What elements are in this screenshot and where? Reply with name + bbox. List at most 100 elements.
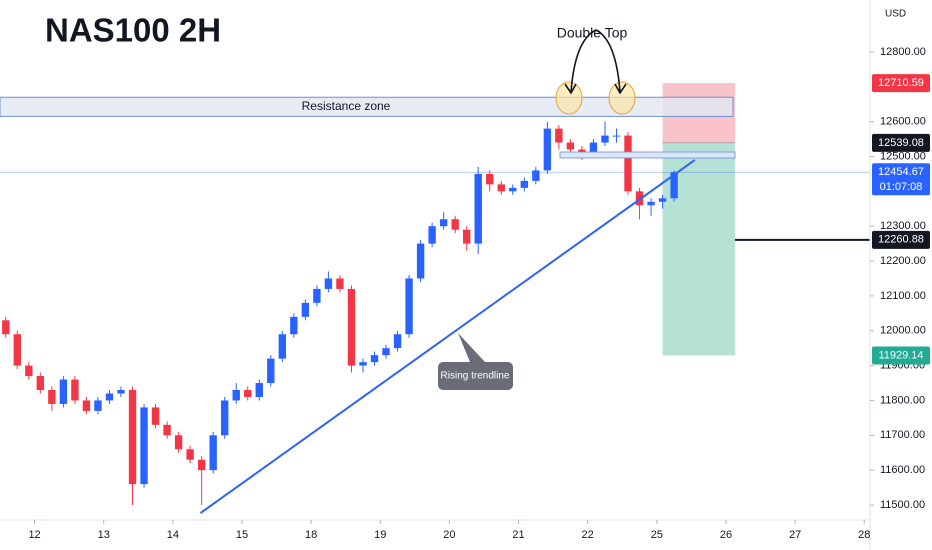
x-tick-label: 22 (582, 529, 594, 541)
candle-body (197, 459, 206, 471)
stop-price-label-box (872, 74, 930, 93)
candle-body (589, 142, 598, 154)
x-tick-label: 15 (236, 529, 248, 541)
y-tick-label: 11800.00 (880, 394, 925, 406)
x-tick-label: 20 (443, 529, 455, 541)
target-price-label: 11929.14 (878, 349, 923, 361)
candle-body (313, 288, 321, 303)
trendline-label: Rising trendline (441, 371, 510, 382)
candle-body (428, 226, 436, 244)
x-tick-label: 18 (305, 529, 317, 541)
candle-body (370, 355, 379, 363)
candle-body (497, 184, 505, 192)
candle-body (520, 180, 528, 188)
candle-body (278, 334, 287, 359)
x-tick-label: 28 (858, 529, 870, 541)
candle-body (416, 243, 425, 279)
y-tick-label: 11500.00 (880, 499, 925, 511)
candle-body (255, 383, 263, 397)
candle-body (324, 278, 333, 289)
top-circle (608, 81, 636, 115)
trendline (199, 159, 696, 514)
minor-zone (559, 151, 736, 159)
trendline-callout (438, 333, 513, 390)
candle-body (117, 390, 125, 394)
candle-body (474, 173, 482, 244)
candle-body (267, 358, 275, 384)
candle-body (105, 393, 114, 401)
candle-body (670, 172, 678, 199)
candle-body (566, 142, 575, 150)
candle-body (13, 334, 21, 366)
y-tick-label: 12800.00 (880, 46, 926, 58)
candle-body (601, 135, 609, 143)
double-top-arrow (570, 29, 621, 93)
candle-body (439, 219, 448, 227)
last-price-label-extra: 01:07:08 (880, 181, 923, 193)
candle-body (36, 376, 45, 390)
candle-body (128, 390, 137, 485)
candle-body (2, 320, 10, 335)
candle-body (555, 128, 563, 143)
candle-body (209, 435, 217, 471)
last-price-label-box (872, 163, 930, 196)
chart-title: NAS100 2H (45, 12, 221, 49)
resistance-zone-label: Resistance zone (302, 99, 391, 113)
candle-body (578, 149, 586, 154)
candle-body (336, 278, 344, 289)
level-price-label-box (872, 230, 930, 249)
y-tick-label: 12100.00 (880, 290, 926, 302)
candle-body (290, 316, 298, 335)
candle-body (509, 187, 517, 192)
y-tick-label: 11600.00 (880, 464, 925, 476)
candle-body (221, 400, 229, 436)
candle-body (532, 170, 540, 181)
candle-body (624, 135, 632, 192)
candle-body (301, 302, 310, 317)
y-tick-label: 12200.00 (880, 255, 926, 267)
x-tick-label: 21 (512, 529, 524, 541)
target-price-label-box (872, 346, 930, 365)
candle-body (405, 278, 413, 335)
x-tick-label: 27 (789, 529, 801, 541)
y-tick-label: 12300.00 (880, 220, 926, 232)
candle-body (59, 379, 68, 404)
candle-body (71, 379, 79, 401)
candle-body (82, 400, 91, 411)
candle-body (463, 229, 471, 244)
x-tick-label: 14 (167, 529, 179, 541)
candle-body (232, 390, 240, 401)
candle-body (393, 334, 402, 349)
candle-body (94, 400, 102, 411)
candle-body (658, 198, 667, 202)
candle-body (347, 288, 356, 366)
candle-body (163, 424, 171, 436)
entry-price-label-box (872, 133, 930, 152)
candle-body (25, 365, 33, 377)
entry-price-label: 12539.08 (878, 137, 924, 149)
stop-price-label: 12710.59 (878, 77, 924, 89)
y-tick-label: 12500.00 (880, 150, 926, 162)
candle-body (359, 362, 367, 366)
y-tick-label: 12000.00 (880, 325, 926, 337)
candle-body (543, 128, 552, 171)
candle-body (186, 449, 194, 460)
currency: USD (885, 9, 906, 20)
resistance-zone (0, 96, 734, 117)
y-tick-label: 12600.00 (880, 116, 926, 128)
x-tick-label: 12 (28, 529, 40, 541)
candle-body (486, 173, 494, 185)
x-tick-label: 26 (720, 529, 732, 541)
top-circle (555, 81, 583, 115)
candle-body (151, 407, 160, 425)
candle-body (451, 219, 459, 230)
candle-body (382, 348, 390, 356)
x-tick-label: 13 (98, 529, 110, 541)
candle-body (612, 135, 621, 137)
candle-body (647, 201, 655, 206)
candle-body (174, 435, 183, 450)
arrow-head (564, 83, 627, 95)
y-tick-label: 11700.00 (880, 429, 925, 441)
